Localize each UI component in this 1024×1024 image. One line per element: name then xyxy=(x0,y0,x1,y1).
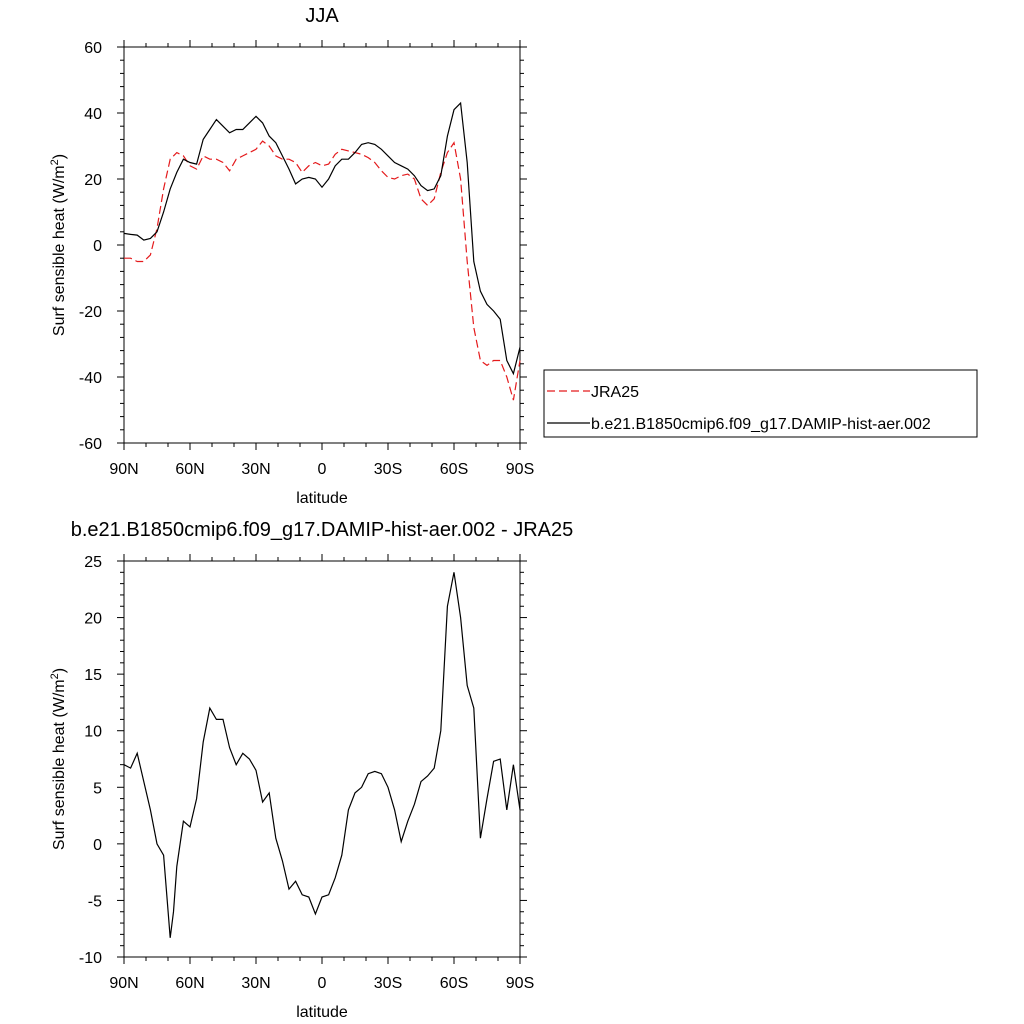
top-chart-title: JJA xyxy=(305,5,339,27)
top-series-lines xyxy=(123,101,521,401)
top-ytick-label: 60 xyxy=(84,40,102,57)
legend-box xyxy=(543,369,978,438)
bottom-ytick-label: -5 xyxy=(88,893,102,910)
top-xtick-label: 90N xyxy=(109,461,138,478)
top-xtick-label: 60N xyxy=(175,461,204,478)
top-xtick-label: 0 xyxy=(318,461,327,478)
bottom-series-line-model xyxy=(123,572,521,938)
legend-label-model: b.e21.B1850cmip6.f09_g17.DAMIP-hist-aer.… xyxy=(591,416,931,433)
top-ticks xyxy=(117,40,527,450)
top-ytick-label: -20 xyxy=(79,304,102,321)
bottom-y-axis-label-superscript: 2 xyxy=(49,673,61,679)
top-xtick-label: 60S xyxy=(440,461,468,478)
top-ytick-label: -40 xyxy=(79,370,102,387)
bottom-ticks xyxy=(117,554,527,964)
bottom-ytick-label: 0 xyxy=(93,837,102,854)
bottom-ytick-label: 15 xyxy=(84,667,102,684)
bottom-xtick-label: 0 xyxy=(318,975,327,992)
top-x-axis-label: latitude xyxy=(296,490,348,507)
bottom-ytick-label: 10 xyxy=(84,724,102,741)
top-panel: JJA 60 40 20 0 -20 -40 -60 90N 60N 30N 0… xyxy=(49,5,978,507)
bottom-xtick-label: 60S xyxy=(440,975,468,992)
bottom-y-axis-label-close: ) xyxy=(51,668,68,673)
bottom-xtick-label: 60N xyxy=(175,975,204,992)
bottom-xtick-label: 30N xyxy=(241,975,270,992)
top-y-axis-label-close: ) xyxy=(51,154,68,159)
bottom-panel: b.e21.B1850cmip6.f09_g17.DAMIP-hist-aer.… xyxy=(49,519,573,1021)
top-ytick-label: -60 xyxy=(79,436,102,453)
bottom-series-lines xyxy=(123,572,521,938)
bottom-x-axis-label: latitude xyxy=(296,1004,348,1021)
top-xtick-label: 30S xyxy=(374,461,402,478)
bottom-ytick-label: 25 xyxy=(84,554,102,571)
top-xtick-label: 30N xyxy=(241,461,270,478)
bottom-y-axis-label: Surf sensible heat (W/m2) xyxy=(49,668,68,850)
top-ytick-label: 40 xyxy=(84,106,102,123)
top-y-axis-label-superscript: 2 xyxy=(49,159,61,165)
top-ytick-label: 20 xyxy=(84,172,102,189)
bottom-chart-title: b.e21.B1850cmip6.f09_g17.DAMIP-hist-aer.… xyxy=(71,519,574,541)
top-ytick-label: 0 xyxy=(93,238,102,255)
top-y-axis-label-text: Surf sensible heat (W/m xyxy=(51,165,68,336)
legend: JRA25 b.e21.B1850cmip6.f09_g17.DAMIP-his… xyxy=(543,369,978,438)
bottom-ytick-label: 5 xyxy=(93,780,102,797)
legend-label-jra25: JRA25 xyxy=(591,384,639,401)
bottom-ytick-label: 20 xyxy=(84,611,102,628)
bottom-xtick-label: 90N xyxy=(109,975,138,992)
top-y-axis-label: Surf sensible heat (W/m2) xyxy=(49,154,68,336)
bottom-y-axis-label-text: Surf sensible heat (W/m xyxy=(51,679,68,850)
bottom-xtick-label: 90S xyxy=(506,975,534,992)
top-series-line-model xyxy=(123,101,521,376)
top-xtick-label: 90S xyxy=(506,461,534,478)
bottom-xtick-label: 30S xyxy=(374,975,402,992)
bottom-ytick-label: -10 xyxy=(79,950,102,967)
top-series-line-jra25 xyxy=(124,140,521,401)
